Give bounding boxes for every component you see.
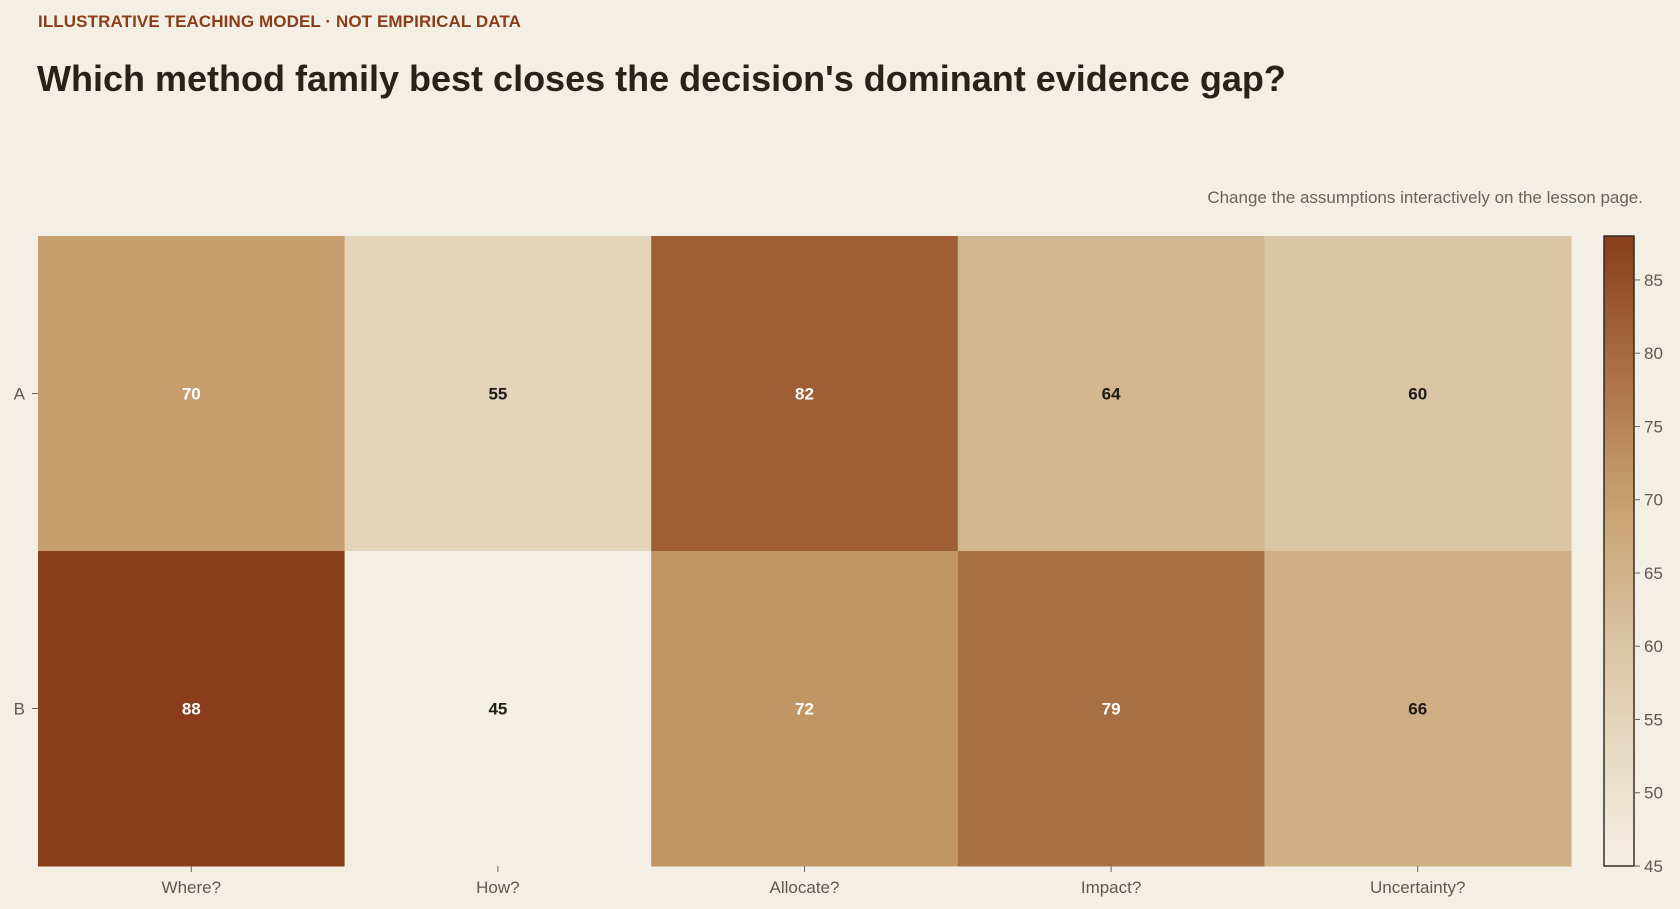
cell-value-label: 66	[1408, 700, 1427, 719]
colorbar-tick-label: 50	[1644, 784, 1663, 803]
colorbar: 45 50 55 60 65 70 75 80 85	[1603, 235, 1663, 876]
cell-value-label: 45	[488, 700, 507, 719]
y-tick-label: A	[14, 385, 26, 404]
colorbar-gradient	[1603, 235, 1635, 867]
x-tick-label: Where?	[162, 878, 222, 897]
heatmap-cell	[651, 236, 959, 552]
y-tick-label: B	[14, 700, 25, 719]
kicker-label: ILLUSTRATIVE TEACHING MODEL · NOT EMPIRI…	[38, 12, 521, 31]
page-title: Which method family best closes the deci…	[37, 58, 1286, 99]
colorbar-tick-label: 60	[1644, 637, 1663, 656]
heatmap-cells: 70 55 82 64 60 88 45 72 79 66	[38, 236, 1572, 867]
colorbar-tick-label: 85	[1644, 271, 1663, 290]
heatmap-cell	[38, 551, 346, 867]
heatmap-cell	[1264, 551, 1572, 867]
cell-value-label: 82	[795, 385, 814, 404]
colorbar-tick-label: 75	[1644, 417, 1663, 436]
heatmap-cell	[344, 551, 652, 867]
cell-value-label: 88	[182, 700, 201, 719]
cell-value-label: 64	[1102, 385, 1121, 404]
cell-value-label: 72	[795, 700, 814, 719]
colorbar-tick-label: 45	[1644, 857, 1663, 876]
cell-value-label: 70	[182, 385, 201, 404]
colorbar-tick-label: 65	[1644, 564, 1663, 583]
colorbar-tick-label: 80	[1644, 344, 1663, 363]
heatmap-cell	[344, 236, 652, 552]
lesson-note: Change the assumptions interactively on …	[1207, 188, 1643, 207]
colorbar-tick-label: 70	[1644, 491, 1663, 510]
heatmap-cell	[1264, 236, 1572, 552]
cell-value-label: 79	[1102, 700, 1121, 719]
x-tick-label: Allocate?	[770, 878, 840, 897]
heatmap-cell	[38, 236, 346, 552]
x-tick-label: How?	[476, 878, 519, 897]
x-tick-label: Uncertainty?	[1370, 878, 1465, 897]
colorbar-tick-label: 55	[1644, 710, 1663, 729]
y-axis: AB	[14, 385, 38, 719]
heatmap-cell	[651, 551, 959, 867]
heatmap-cell	[957, 236, 1265, 552]
x-axis: Where? How? Allocate? Impact? Uncertainty?	[162, 866, 1465, 897]
x-tick-label: Impact?	[1081, 878, 1141, 897]
cell-value-label: 55	[488, 385, 507, 404]
cell-value-label: 60	[1408, 385, 1427, 404]
heatmap-cell	[957, 551, 1265, 867]
